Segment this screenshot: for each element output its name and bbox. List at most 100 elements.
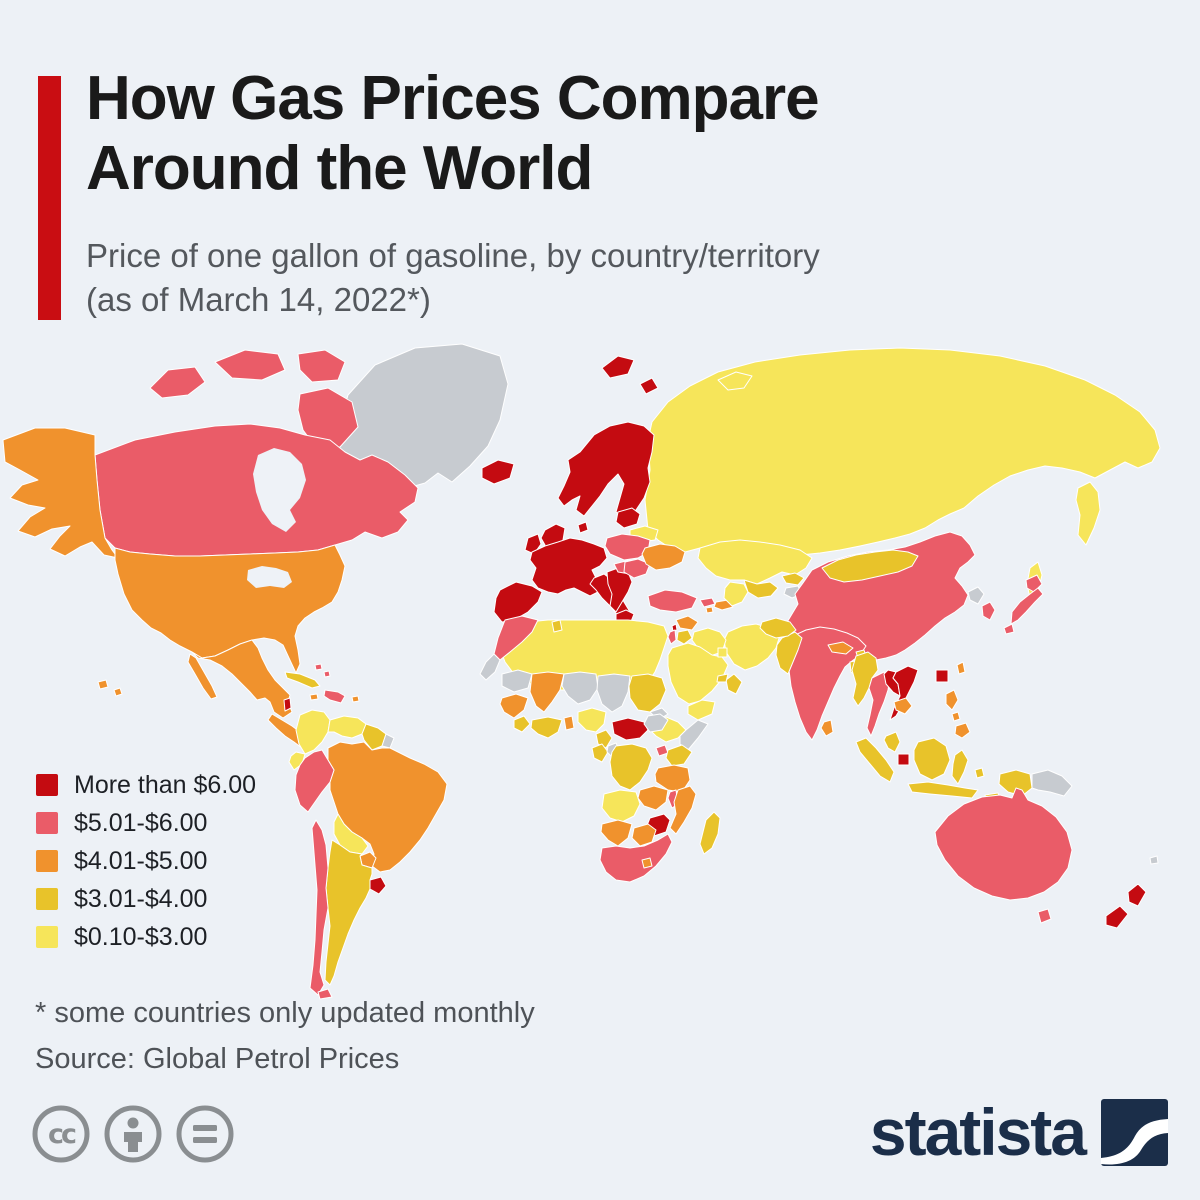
region-guyana-suriname — [361, 723, 387, 751]
legend-swatch-more-than-6 — [36, 774, 58, 796]
region-arctic-islands — [717, 371, 753, 391]
region-hispaniola — [323, 689, 346, 704]
region-new-zealand-north — [1127, 883, 1147, 907]
region-philippines-mindanao — [954, 722, 971, 739]
legend-label: $4.01-$5.00 — [74, 846, 208, 875]
legend-row: $3.01-$4.00 — [36, 880, 256, 918]
region-sierra-leone-liberia — [513, 715, 531, 733]
region-botswana — [631, 823, 657, 847]
legend-swatch-under-3 — [36, 926, 58, 948]
region-new-zealand-south — [1105, 905, 1129, 929]
region-syria — [675, 615, 699, 631]
region-togo-benin — [563, 715, 575, 731]
region-uzbekistan — [743, 579, 779, 599]
region-cambodia — [893, 697, 913, 715]
region-kuwait — [717, 647, 728, 658]
title-line-1: How Gas Prices Compare — [86, 64, 820, 133]
region-south-korea — [981, 601, 996, 621]
region-morocco — [493, 615, 539, 661]
region-turkmenistan — [723, 581, 749, 607]
region-iceland — [481, 459, 515, 485]
region-peru — [294, 749, 335, 813]
region-baltics — [615, 507, 641, 529]
legend-row: $0.10-$3.00 — [36, 918, 256, 956]
region-south-sudan — [643, 713, 669, 733]
region-sudan — [628, 673, 667, 713]
region-svalbard-1 — [601, 355, 635, 379]
region-taiwan — [956, 661, 966, 675]
region-nigeria — [577, 707, 607, 733]
region-israel — [667, 629, 677, 645]
region-jamaica — [309, 693, 319, 701]
region-singapore — [897, 753, 910, 766]
region-argentina — [324, 839, 373, 986]
region-belize — [283, 697, 292, 712]
region-kyrgyzstan — [781, 572, 805, 586]
region-denmark — [577, 521, 589, 534]
footnote: * some countries only updated monthly So… — [35, 990, 535, 1082]
legend-label: $5.01-$6.00 — [74, 808, 208, 837]
region-chad — [596, 673, 631, 713]
region-bahamas-1 — [314, 663, 323, 671]
legend-swatch-4-to-5 — [36, 850, 58, 872]
cc-license-icon[interactable]: cc — [32, 1105, 90, 1163]
footnote-source: Source: Global Petrol Prices — [35, 1043, 400, 1075]
hudson-bay — [253, 448, 306, 532]
statista-branding[interactable]: statista — [870, 1098, 1168, 1166]
region-japan-kyushu — [1003, 623, 1015, 635]
region-scandinavia — [557, 421, 655, 519]
region-philippines-luzon — [945, 689, 959, 711]
region-australia — [934, 787, 1073, 901]
legend-row: $4.01-$5.00 — [36, 842, 256, 880]
region-brazil — [327, 741, 448, 873]
region-borneo — [913, 737, 951, 781]
region-yemen — [687, 699, 716, 721]
region-sumatra — [855, 737, 895, 783]
region-venezuela — [327, 715, 367, 739]
region-hong-kong — [935, 669, 949, 683]
region-uae — [716, 673, 729, 683]
region-canada-islands-1 — [149, 366, 206, 399]
region-hawaii-2 — [113, 687, 123, 697]
region-jordan — [676, 629, 693, 645]
cc-equal-icon[interactable] — [176, 1105, 234, 1163]
region-mauritania — [501, 669, 533, 693]
region-turkey — [647, 589, 698, 613]
region-saudi-arabia — [667, 642, 729, 705]
region-tasmania — [1037, 908, 1052, 924]
region-canada-islands-2 — [214, 349, 286, 381]
region-tierra-del-fuego — [317, 988, 333, 1000]
region-north-korea — [967, 586, 985, 605]
creative-commons-icons[interactable]: cc — [32, 1105, 234, 1163]
region-central-african-republic — [611, 717, 649, 741]
region-philippines-visayas — [951, 711, 961, 722]
cc-attribution-person-icon[interactable] — [104, 1105, 162, 1163]
accent-bar — [38, 76, 61, 320]
subtitle-line-1: Price of one gallon of gasoline, by coun… — [86, 237, 820, 274]
region-sri-lanka — [820, 719, 834, 737]
region-romania — [623, 558, 651, 579]
legend-label: More than $6.00 — [74, 770, 257, 799]
region-kazakhstan — [697, 539, 813, 585]
legend-swatch-3-to-4 — [36, 888, 58, 910]
region-bahamas-2 — [323, 670, 331, 678]
region-lebanon — [671, 623, 678, 632]
region-armenia — [705, 606, 714, 614]
region-senegal-guinea — [499, 693, 529, 719]
region-sulawesi — [951, 749, 969, 785]
region-tunisia — [551, 619, 563, 633]
region-baja-california — [187, 653, 218, 700]
region-puerto-rico — [351, 695, 360, 703]
region-zambia — [637, 785, 669, 811]
region-nepal — [827, 641, 854, 655]
region-maluku — [974, 767, 985, 779]
region-myanmar — [851, 651, 879, 707]
footnote-note: * some countries only updated monthly — [35, 997, 535, 1029]
region-canada-islands-3 — [297, 349, 346, 383]
title-line-2: Around the World — [86, 134, 593, 203]
legend: More than $6.00 $5.01-$6.00 $4.01-$5.00 … — [36, 766, 256, 956]
world-map — [0, 340, 1200, 1000]
statista-logo-icon — [1101, 1098, 1168, 1166]
legend-label: $0.10-$3.00 — [74, 922, 208, 951]
